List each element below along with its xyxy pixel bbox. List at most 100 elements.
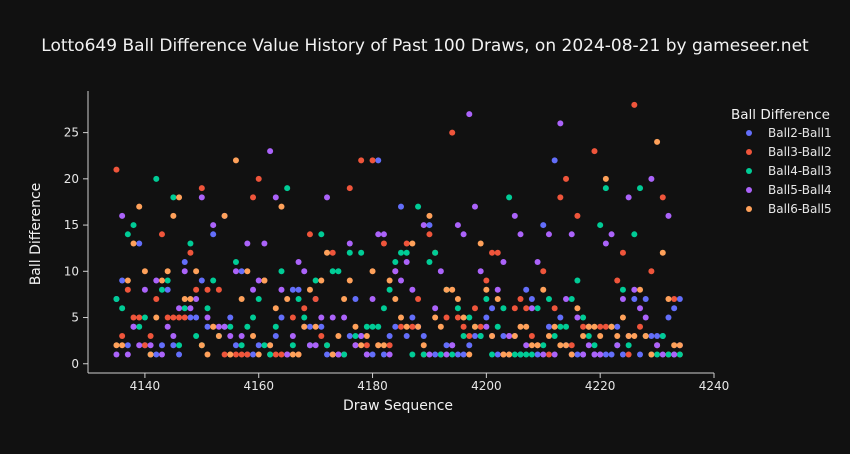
data-point-ball2-ball1 [637, 351, 644, 358]
data-point-ball6-ball5 [141, 268, 148, 275]
data-point-ball3-ball2 [164, 314, 171, 321]
data-point-ball3-ball2 [289, 314, 296, 321]
data-point-ball2-ball1 [250, 351, 257, 358]
data-point-ball4-ball3 [557, 323, 564, 330]
data-point-ball6-ball5 [272, 305, 279, 312]
data-point-ball4-ball3 [409, 351, 416, 358]
data-point-ball5-ball4 [563, 296, 570, 303]
data-point-ball4-ball3 [136, 323, 143, 330]
data-point-ball6-ball5 [147, 351, 154, 358]
data-point-ball2-ball1 [483, 314, 490, 321]
data-point-ball5-ball4 [255, 277, 262, 284]
data-point-ball5-ball4 [403, 259, 410, 266]
data-point-ball3-ball2 [648, 268, 655, 275]
data-point-ball3-ball2 [158, 231, 165, 238]
data-point-ball5-ball4 [284, 351, 291, 358]
data-point-ball6-ball5 [267, 342, 274, 349]
data-point-ball4-ball3 [335, 268, 342, 275]
data-point-ball4-ball3 [238, 342, 245, 349]
data-point-ball6-ball5 [466, 351, 473, 358]
data-point-ball6-ball5 [255, 351, 262, 358]
data-point-ball5-ball4 [272, 194, 279, 201]
data-point-ball3-ball2 [580, 323, 587, 330]
data-point-ball2-ball1 [631, 296, 638, 303]
data-point-ball4-ball3 [232, 259, 239, 266]
data-point-ball4-ball3 [523, 351, 530, 358]
data-point-ball5-ball4 [494, 286, 501, 293]
data-point-ball4-ball3 [500, 305, 507, 312]
data-point-ball6-ball5 [153, 314, 160, 321]
data-point-ball4-ball3 [454, 305, 461, 312]
data-point-ball3-ball2 [147, 333, 154, 340]
data-point-ball6-ball5 [602, 175, 609, 182]
data-point-ball5-ball4 [221, 323, 228, 330]
data-point-ball6-ball5 [324, 249, 331, 256]
data-point-ball4-ball3 [460, 333, 467, 340]
data-point-ball6-ball5 [136, 203, 143, 210]
data-point-ball6-ball5 [130, 240, 137, 247]
x-tick-label: 4160 [243, 379, 274, 393]
data-point-ball4-ball3 [551, 333, 558, 340]
data-point-ball3-ball2 [460, 323, 467, 330]
data-point-ball5-ball4 [198, 194, 205, 201]
data-point-ball5-ball4 [437, 268, 444, 275]
data-point-ball2-ball1 [272, 333, 279, 340]
data-point-ball4-ball3 [676, 351, 683, 358]
data-point-ball4-ball3 [267, 351, 274, 358]
data-point-ball3-ball2 [574, 212, 581, 219]
data-point-ball4-ball3 [181, 305, 188, 312]
data-point-ball6-ball5 [210, 323, 217, 330]
legend-entry-label: Ball3-Ball2 [768, 145, 832, 159]
x-tick-label: 4220 [585, 379, 616, 393]
data-point-ball4-ball3 [289, 342, 296, 349]
data-point-ball4-ball3 [352, 333, 359, 340]
data-point-ball2-ball1 [665, 314, 672, 321]
data-point-ball2-ball1 [409, 314, 416, 321]
data-point-ball5-ball4 [426, 351, 433, 358]
data-point-ball5-ball4 [500, 259, 507, 266]
data-point-ball6-ball5 [198, 342, 205, 349]
data-point-ball4-ball3 [141, 314, 148, 321]
data-point-ball6-ball5 [449, 286, 456, 293]
legend-entry-label: Ball2-Ball1 [768, 126, 832, 140]
legend-entry-label: Ball6-Ball5 [768, 202, 832, 216]
data-point-ball5-ball4 [176, 305, 183, 312]
data-point-ball6-ball5 [426, 212, 433, 219]
data-point-ball3-ball2 [466, 333, 473, 340]
data-point-ball4-ball3 [113, 296, 120, 303]
data-point-ball2-ball1 [295, 286, 302, 293]
data-point-ball2-ball1 [369, 351, 376, 358]
data-point-ball4-ball3 [466, 314, 473, 321]
data-point-ball5-ball4 [637, 305, 644, 312]
data-point-ball4-ball3 [284, 185, 291, 192]
data-point-ball6-ball5 [494, 296, 501, 303]
data-point-ball2-ball1 [500, 333, 507, 340]
data-point-ball2-ball1 [324, 351, 331, 358]
data-point-ball6-ball5 [335, 333, 342, 340]
data-point-ball4-ball3 [341, 351, 348, 358]
data-point-ball4-ball3 [255, 296, 262, 303]
data-point-ball5-ball4 [449, 342, 456, 349]
data-point-ball3-ball2 [136, 314, 143, 321]
data-point-ball5-ball4 [443, 351, 450, 358]
data-point-ball3-ball2 [631, 101, 638, 108]
data-point-ball5-ball4 [591, 351, 598, 358]
data-point-ball5-ball4 [295, 259, 302, 266]
data-point-ball3-ball2 [517, 296, 524, 303]
data-point-ball4-ball3 [403, 249, 410, 256]
data-point-ball6-ball5 [659, 249, 666, 256]
data-point-ball6-ball5 [454, 296, 461, 303]
data-point-ball4-ball3 [244, 323, 251, 330]
data-point-ball6-ball5 [215, 333, 222, 340]
data-point-ball4-ball3 [574, 277, 581, 284]
data-point-ball6-ball5 [193, 268, 200, 275]
data-point-ball6-ball5 [437, 323, 444, 330]
data-point-ball4-ball3 [665, 351, 672, 358]
data-point-ball6-ball5 [363, 333, 370, 340]
data-point-ball3-ball2 [301, 305, 308, 312]
data-point-ball2-ball1 [386, 333, 393, 340]
data-point-ball2-ball1 [181, 259, 188, 266]
data-point-ball6-ball5 [403, 323, 410, 330]
data-point-ball5-ball4 [363, 351, 370, 358]
